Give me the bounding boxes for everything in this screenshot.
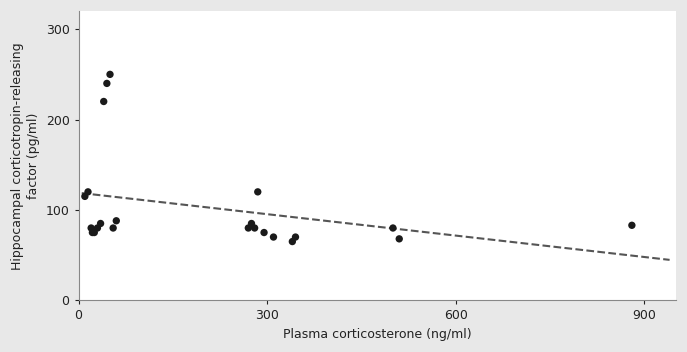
Point (387, 225, 398, 231)
Point (268, 234, 279, 240)
Point (627, 222, 638, 228)
Point (95, 221, 106, 226)
Point (243, 225, 254, 231)
Point (249, 225, 260, 231)
Point (87, 230, 98, 235)
Point (111, 218, 122, 224)
Point (82, 189, 93, 195)
Point (290, 234, 301, 240)
X-axis label: Plasma corticosterone (ng/ml): Plasma corticosterone (ng/ml) (283, 328, 471, 341)
Point (394, 236, 405, 242)
Point (98, 99, 109, 104)
Point (92, 225, 103, 231)
Point (258, 230, 269, 235)
Point (287, 239, 298, 244)
Point (86, 225, 97, 231)
Point (246, 221, 257, 226)
Point (89, 230, 100, 235)
Point (108, 225, 119, 231)
Point (252, 189, 263, 195)
Point (102, 81, 113, 86)
Point (104, 71, 115, 77)
Y-axis label: Hippocampal corticotropin-releasing
factor (pg/ml): Hippocampal corticotropin-releasing fact… (11, 42, 40, 270)
Point (80, 194, 91, 199)
